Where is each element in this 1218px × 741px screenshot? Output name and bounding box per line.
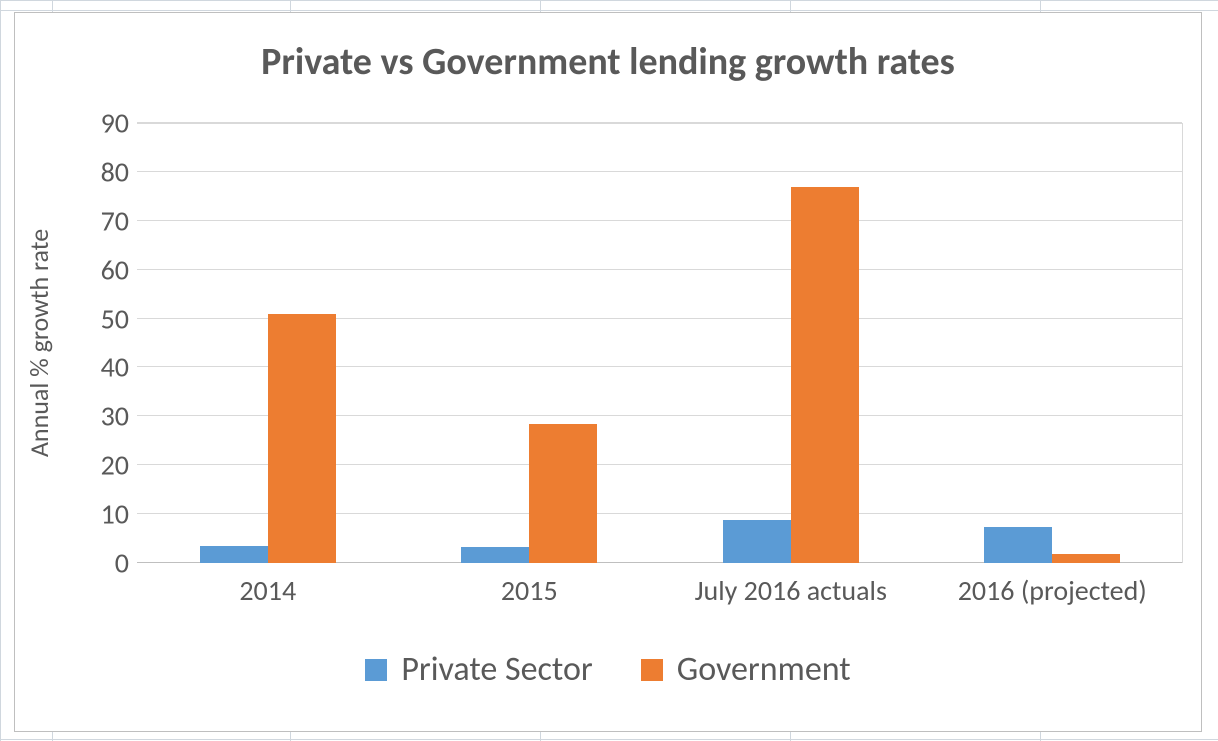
x-tick-label: July 2016 actuals [695, 573, 887, 608]
bar-private-sector-0 [200, 546, 268, 563]
bar-government-1 [529, 424, 597, 563]
y-axis-title: Annual % growth rate [23, 229, 55, 457]
chart-title: Private vs Government lending growth rat… [15, 39, 1201, 85]
bar-private-sector-2 [723, 520, 791, 563]
y-tick-label: 50 [59, 301, 129, 336]
chart-frame: Private vs Government lending growth rat… [14, 12, 1202, 732]
bar-government-2 [791, 187, 859, 563]
bar-private-sector-1 [461, 547, 529, 563]
legend-label-government: Government [677, 649, 851, 690]
bar-government-3 [1052, 554, 1120, 563]
x-tick-label: 2015 [501, 573, 558, 608]
legend-item-government: Government [641, 649, 851, 690]
y-tick-label: 90 [59, 106, 129, 141]
bar-private-sector-3 [984, 527, 1052, 563]
legend: Private Sector Government [15, 649, 1201, 690]
plot-area [137, 123, 1183, 563]
x-tick-label: 2016 (projected) [958, 573, 1147, 608]
y-tick-label: 20 [59, 448, 129, 483]
legend-item-private-sector: Private Sector [365, 649, 592, 690]
y-tick-label: 70 [59, 203, 129, 238]
bar-government-0 [268, 314, 336, 563]
y-tick-label: 10 [59, 497, 129, 532]
x-tick-label: 2014 [239, 573, 296, 608]
legend-swatch-government [641, 659, 663, 681]
y-tick-label: 0 [59, 546, 129, 581]
y-tick-label: 80 [59, 154, 129, 189]
legend-swatch-private-sector [365, 659, 387, 681]
y-tick-label: 40 [59, 350, 129, 385]
legend-label-private-sector: Private Sector [401, 649, 592, 690]
y-tick-label: 60 [59, 252, 129, 287]
y-tick-label: 30 [59, 399, 129, 434]
